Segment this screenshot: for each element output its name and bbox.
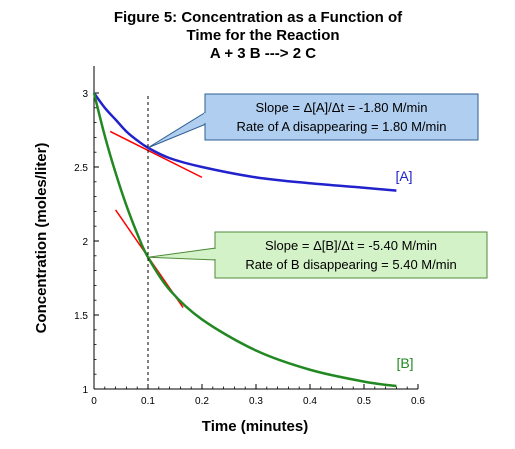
y-axis-label: Concentration (moles/liter)	[33, 143, 50, 334]
x-tick-label: 0.6	[411, 396, 425, 407]
chart-title: Figure 5: Concentration as a Function of…	[114, 9, 403, 62]
callout-b: Slope = Δ[B]/Δt = -5.40 M/min Rate of B d…	[147, 231, 488, 279]
x-tick-label: 0.5	[357, 396, 371, 407]
x-tick-label: 0.1	[141, 396, 155, 407]
callouts: Slope = Δ[A]/Δt = -1.80 M/min Rate of A d…	[147, 93, 488, 279]
callout-pointer	[147, 247, 217, 261]
tangent-lines	[109, 130, 203, 309]
title-line-3: A + 3 B ---> 2 C	[210, 45, 316, 62]
callout-text-line: Rate of A disappearing = 1.80 M/min	[237, 119, 447, 134]
y-tick-label: 3	[82, 89, 88, 100]
callout-box	[204, 93, 479, 141]
series-line-a	[92, 92, 397, 192]
y-tick-label: 1	[82, 385, 88, 396]
callout-text-line: Slope = Δ[A]/Δt = -1.80 M/min	[256, 100, 428, 115]
y-tick-label: 1.5	[74, 311, 88, 322]
x-tick-label: 0.2	[195, 396, 209, 407]
y-ticks: 1 1.5 2 2.5 3	[74, 89, 99, 396]
series-label-b: [B]	[396, 355, 413, 371]
x-ticks: 0 0.1 0.2 0.3 0.4 0.5 0.6	[91, 384, 425, 407]
callout-text-line: Slope = Δ[B]/Δt = -5.40 M/min	[265, 238, 437, 253]
x-tick-label: 0	[91, 396, 97, 407]
title-line-2: Time for the Reaction	[186, 27, 339, 44]
callout-pointer	[147, 111, 207, 149]
series-labels: [A] [B]	[395, 168, 413, 371]
y-tick-label: 2.5	[74, 163, 88, 174]
callout-box	[214, 231, 488, 279]
x-axis-label: Time (minutes)	[202, 418, 308, 435]
callout-a: Slope = Δ[A]/Δt = -1.80 M/min Rate of A d…	[147, 93, 479, 149]
series-lines	[92, 92, 397, 388]
x-tick-label: 0.4	[303, 396, 317, 407]
tangent-line-a	[109, 130, 203, 179]
x-tick-label: 0.3	[249, 396, 263, 407]
series-label-a: [A]	[395, 168, 412, 184]
y-tick-label: 2	[82, 237, 88, 248]
callout-text-line: Rate of B disappearing = 5.40 M/min	[245, 257, 456, 272]
title-line-1: Figure 5: Concentration as a Function of	[114, 9, 403, 26]
series-line-b	[92, 92, 397, 388]
